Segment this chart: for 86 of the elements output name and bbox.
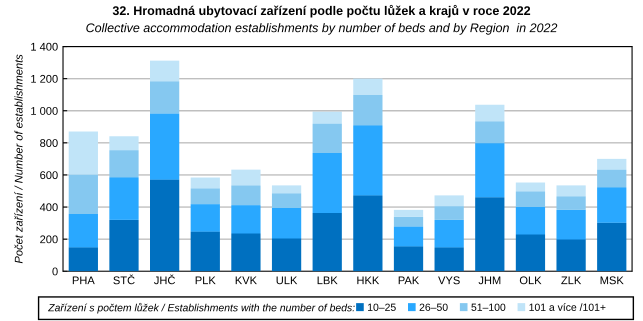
bar (434, 247, 464, 272)
bar (516, 182, 546, 192)
bar (109, 136, 139, 150)
x-tick-label: VYS (438, 276, 460, 284)
x-tick-label: HKK (357, 276, 380, 284)
bar (190, 188, 220, 204)
bar (597, 170, 626, 188)
bar (597, 158, 626, 170)
bar (190, 178, 220, 188)
bar (434, 206, 464, 220)
y-tick-label: 0 (52, 268, 58, 276)
bar (150, 60, 180, 82)
x-tick-label: STČ (113, 274, 135, 284)
bar (475, 143, 504, 198)
y-tick-label: 600 (40, 171, 58, 180)
bar (475, 122, 504, 144)
y-tick-label: 1 400 (31, 42, 58, 51)
bar (516, 191, 546, 208)
bar (353, 195, 382, 272)
bar (272, 238, 302, 272)
x-tick-label: KVK (236, 276, 257, 284)
bar (475, 104, 504, 122)
bar (556, 210, 586, 240)
bar (556, 239, 586, 272)
bar (150, 114, 180, 180)
bar (394, 216, 424, 227)
legend-label: 10–25 (368, 304, 396, 311)
x-tick-label: PHA (72, 276, 95, 284)
bar (312, 212, 342, 272)
bar (190, 204, 220, 232)
x-tick-label: ULK (276, 276, 298, 284)
bar (272, 208, 302, 239)
bar (231, 185, 261, 206)
bar (68, 174, 98, 214)
y-axis-title: Počet zařízení / Number of establishments (14, 54, 23, 264)
bar (68, 247, 98, 272)
bar (68, 214, 98, 248)
bar (190, 232, 220, 272)
legend-label: 101 a více /101+ (529, 303, 606, 311)
bar (312, 112, 342, 124)
chart-subtitle: Collective accommodation establishments by number of beds and by Region in 2022 (86, 23, 558, 35)
bar (394, 210, 424, 217)
legend-label: 26–50 (420, 304, 448, 311)
bar (597, 222, 626, 272)
bar (150, 180, 180, 272)
bar (109, 220, 139, 272)
x-tick-label: OLK (520, 276, 542, 284)
bar (394, 246, 424, 272)
bar (68, 131, 98, 175)
y-tick-label: 400 (40, 203, 58, 212)
bar (475, 197, 504, 272)
bar (434, 195, 464, 206)
y-tick-label: 200 (40, 235, 58, 244)
bar (109, 178, 139, 220)
bar (231, 170, 261, 186)
y-tick-label: 800 (40, 139, 58, 147)
bar (434, 220, 464, 248)
bar (394, 226, 424, 246)
x-tick-label: JHČ (154, 274, 176, 284)
bar (556, 196, 586, 210)
legend-label: 51–100 (471, 304, 506, 311)
bar (312, 152, 342, 213)
bar (353, 78, 382, 96)
legend-title: Zařízení s počtem lůžek / Establishments with the number of beds: (48, 302, 355, 314)
bar (556, 185, 586, 196)
bar (597, 187, 626, 223)
bar (516, 234, 546, 272)
bar (150, 81, 180, 114)
y-tick-label: 1 000 (31, 107, 58, 115)
x-tick-label: ZLK (561, 276, 582, 284)
chart-title: 32. Hromadná ubytovací zařízení podle počtu lůžek a krajů v roce 2022 (112, 4, 530, 18)
x-tick-label: PLK (196, 276, 216, 284)
bar (516, 207, 546, 234)
bar (353, 126, 382, 196)
bar (353, 95, 382, 126)
x-tick-label: MSK (600, 276, 624, 284)
y-tick-label: 1 200 (31, 74, 58, 83)
bar (231, 205, 261, 234)
bar (312, 124, 342, 153)
bar (109, 150, 139, 178)
bar (272, 185, 302, 194)
x-tick-label: LBK (318, 276, 338, 284)
bar (272, 193, 302, 208)
x-tick-label: PAK (398, 276, 420, 284)
bar (231, 234, 261, 272)
x-tick-label: JHM (478, 276, 500, 284)
